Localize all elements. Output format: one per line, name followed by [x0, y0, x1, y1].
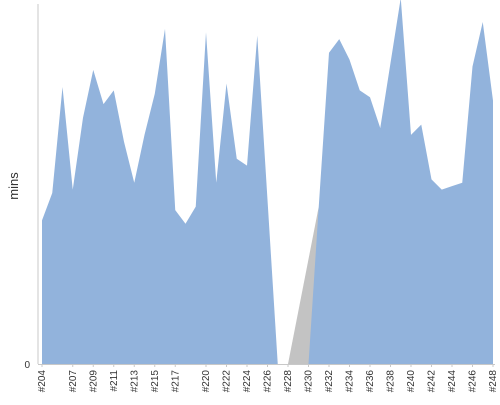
data-point	[174, 209, 177, 212]
data-point	[133, 181, 136, 184]
data-point	[194, 205, 197, 208]
data-point	[61, 85, 64, 88]
x-tick-label: #248	[488, 370, 499, 393]
x-tick-labels: #204 #207 #209 #211 #213 #215 #217 #220 #222 #224…	[37, 364, 499, 392]
x-tick-label: #224	[242, 370, 253, 393]
data-point	[461, 181, 464, 184]
data-point	[389, 62, 392, 65]
data-point	[123, 140, 126, 143]
x-tick-label: #240	[406, 370, 417, 393]
x-tick-label: #244	[447, 370, 458, 393]
x-tick-label: #246	[468, 370, 479, 393]
x-tick-label: #230	[304, 370, 315, 393]
data-point	[317, 205, 320, 208]
data-point	[235, 157, 238, 160]
x-tick-label: #238	[386, 370, 397, 393]
data-point	[41, 219, 44, 222]
data-point	[348, 58, 351, 61]
data-point	[184, 222, 187, 225]
data-point	[492, 99, 495, 102]
data-point	[102, 103, 105, 106]
x-tick-label: #236	[365, 370, 376, 393]
x-tick-label: #217	[170, 370, 181, 393]
data-point	[51, 192, 54, 195]
data-point	[481, 21, 484, 24]
data-point	[369, 96, 372, 99]
x-tick-label: #209	[88, 370, 99, 393]
data-point	[358, 89, 361, 92]
data-point	[451, 185, 454, 188]
gap-layer	[288, 206, 319, 364]
data-point	[205, 31, 208, 34]
x-tick-label: #207	[68, 370, 79, 393]
x-tick-label: #213	[129, 370, 140, 393]
data-point	[164, 27, 167, 30]
series-area	[42, 0, 493, 364]
data-point	[153, 92, 156, 95]
data-point	[379, 127, 382, 130]
data-point	[440, 188, 443, 191]
data-point	[215, 181, 218, 184]
data-point	[71, 188, 74, 191]
data-point	[112, 89, 115, 92]
data-point	[420, 123, 423, 126]
x-tick-label: #215	[150, 370, 161, 393]
data-point	[328, 51, 331, 54]
y-axis-title: mins	[6, 172, 21, 200]
x-tick-label: #211	[109, 370, 120, 392]
x-tick-label: #242	[427, 370, 438, 393]
data-point	[143, 133, 146, 136]
data-point	[266, 198, 269, 201]
data-point	[246, 164, 249, 167]
data-point	[410, 133, 413, 136]
data-point	[82, 116, 85, 119]
data-point	[225, 82, 228, 85]
y-tick-label-0: 0	[24, 360, 30, 371]
x-tick-label: #226	[263, 370, 274, 393]
data-point	[256, 34, 259, 37]
x-tick-label: #222	[222, 370, 233, 393]
x-tick-label: #232	[324, 370, 335, 393]
x-tick-label: #234	[345, 370, 356, 393]
gap-region-0	[288, 206, 319, 364]
data-point	[430, 178, 433, 181]
data-point	[338, 38, 341, 41]
x-tick-label: #228	[283, 370, 294, 393]
x-tick-label: #204	[37, 370, 48, 393]
x-tick-label: #220	[201, 370, 212, 393]
data-point	[471, 65, 474, 68]
data-point	[92, 68, 95, 71]
